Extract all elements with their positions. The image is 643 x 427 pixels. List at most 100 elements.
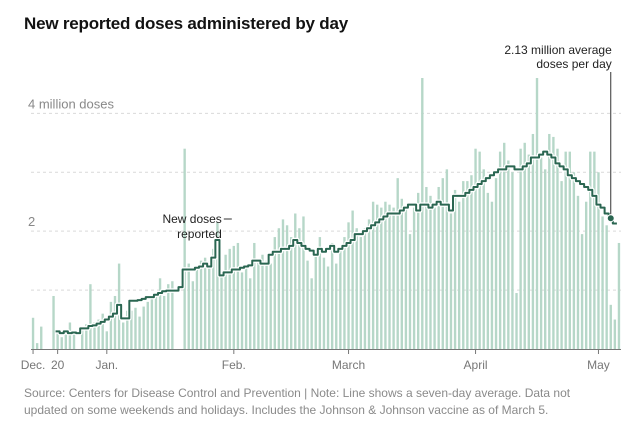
bar <box>294 213 297 349</box>
bar <box>552 136 555 349</box>
bar <box>605 225 608 349</box>
bar <box>150 295 154 349</box>
bar <box>470 175 473 349</box>
bar <box>187 263 190 349</box>
average-line <box>55 150 617 335</box>
bar <box>105 331 108 349</box>
bar <box>31 317 35 349</box>
bar <box>232 245 235 349</box>
bar <box>503 142 506 349</box>
gridlines <box>31 112 621 291</box>
bar <box>371 201 375 349</box>
source-line-1: Source: Centers for Disease Control and … <box>24 386 571 400</box>
bar <box>228 248 231 349</box>
bar <box>548 133 551 349</box>
bar <box>40 326 43 349</box>
bar <box>580 234 584 349</box>
bar <box>52 295 55 349</box>
x-tick-label: Dec. <box>21 358 46 372</box>
bar <box>441 178 444 349</box>
source-note: Source: Centers for Disease Control and … <box>24 385 624 419</box>
bar <box>306 260 309 349</box>
bar <box>531 133 535 349</box>
bar <box>433 207 436 349</box>
bar <box>314 254 317 349</box>
bar <box>462 181 465 349</box>
bar <box>339 248 342 349</box>
bar <box>122 322 125 349</box>
bar <box>265 260 268 349</box>
bar <box>162 295 166 349</box>
bar <box>425 186 428 349</box>
bar <box>154 295 158 349</box>
bar <box>367 219 371 349</box>
bar <box>507 160 510 349</box>
bar <box>289 237 293 349</box>
bar <box>486 192 490 349</box>
bar <box>392 207 395 349</box>
bar <box>273 237 276 349</box>
bar <box>560 181 563 349</box>
bar <box>396 178 399 349</box>
bar <box>412 207 416 349</box>
y-tick-label: 2 <box>28 214 35 229</box>
x-tick-label: Jan. <box>95 358 118 372</box>
bars <box>31 78 621 349</box>
bar <box>249 278 252 349</box>
bar <box>277 228 281 349</box>
bar <box>261 254 264 349</box>
bar <box>130 310 133 349</box>
bar <box>236 242 240 349</box>
new-doses-annotation: New doses reported <box>162 212 221 241</box>
bar <box>408 234 412 349</box>
bar <box>556 148 559 349</box>
bar <box>568 151 571 349</box>
bar <box>269 263 272 349</box>
bar <box>490 201 494 349</box>
bar <box>216 222 219 349</box>
bar <box>445 169 449 349</box>
bar <box>498 151 502 349</box>
bar <box>85 324 88 349</box>
bar <box>351 210 354 349</box>
x-tick-label: April <box>464 358 488 372</box>
bar <box>81 328 84 349</box>
bar <box>93 322 96 349</box>
bar <box>326 266 330 349</box>
bar <box>302 216 305 349</box>
bar <box>388 204 391 349</box>
average-line-layer <box>55 149 617 336</box>
bar <box>564 151 567 349</box>
bar <box>457 201 461 349</box>
bar <box>138 316 141 349</box>
bar <box>298 228 301 349</box>
bar <box>158 278 162 349</box>
bar <box>593 151 596 349</box>
bar <box>134 307 137 349</box>
bar <box>539 157 543 349</box>
bar <box>535 78 539 349</box>
bar <box>322 257 326 349</box>
bar <box>101 313 104 349</box>
y-tick-label: 4 million doses <box>28 96 114 111</box>
bar <box>421 78 424 349</box>
bar <box>72 331 76 349</box>
bar <box>453 189 457 349</box>
bar <box>183 148 186 349</box>
bar <box>355 228 358 349</box>
chart-title: New reported doses administered by day <box>24 14 348 33</box>
bar <box>281 219 285 349</box>
bar <box>335 263 338 349</box>
bar <box>515 293 518 349</box>
bar <box>220 272 223 349</box>
bar <box>56 331 59 349</box>
bar <box>142 306 145 349</box>
bar <box>609 304 612 349</box>
bar <box>318 237 322 349</box>
bar <box>449 213 453 349</box>
bar <box>527 154 530 349</box>
bar <box>380 207 383 349</box>
bar <box>511 172 514 349</box>
bar <box>474 148 477 349</box>
bar <box>109 301 113 349</box>
